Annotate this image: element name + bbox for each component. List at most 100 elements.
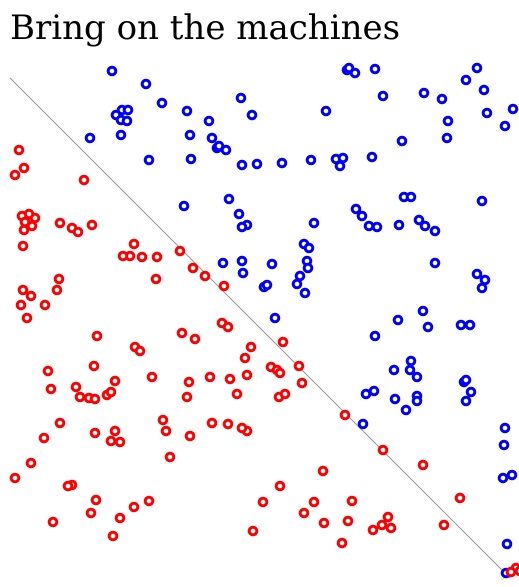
red-point: [26, 220, 38, 232]
blue-point: [392, 314, 404, 326]
blue-point: [460, 374, 472, 386]
red-point: [222, 418, 234, 430]
red-point: [150, 273, 162, 285]
red-point: [257, 496, 269, 508]
blue-point: [350, 203, 362, 215]
blue-point: [417, 305, 429, 317]
blue-point: [217, 257, 229, 269]
blue-point: [106, 65, 118, 77]
red-point: [42, 365, 54, 377]
blue-point: [366, 151, 378, 163]
red-point: [206, 417, 218, 429]
red-point: [134, 345, 146, 357]
blue-point: [478, 84, 490, 96]
red-point: [339, 409, 351, 421]
red-point: [174, 245, 186, 257]
red-point: [105, 386, 117, 398]
red-point: [107, 530, 119, 542]
blue-point: [308, 217, 320, 229]
red-point: [25, 457, 37, 469]
blue-point: [356, 210, 368, 222]
blue-point: [422, 321, 434, 333]
red-point: [438, 519, 450, 531]
red-point: [47, 516, 59, 528]
blue-point: [419, 220, 431, 232]
red-point: [293, 360, 305, 372]
blue-point: [185, 153, 197, 165]
blue-point: [389, 393, 401, 405]
red-point: [146, 371, 158, 383]
red-point: [308, 496, 320, 508]
red-point: [377, 444, 389, 456]
blue-point: [393, 219, 405, 231]
red-point: [54, 217, 66, 229]
red-point: [204, 371, 216, 383]
blue-point: [429, 225, 441, 237]
red-point: [21, 312, 33, 324]
red-point: [241, 369, 253, 381]
red-point: [91, 330, 103, 342]
blue-point: [156, 97, 168, 109]
red-point: [18, 224, 30, 236]
blue-point: [442, 115, 454, 127]
red-point: [53, 273, 65, 285]
blue-point: [233, 208, 245, 220]
blue-point: [115, 129, 127, 141]
red-point: [9, 472, 21, 484]
red-point: [417, 459, 429, 471]
blue-point: [368, 385, 380, 397]
blue-point: [471, 62, 483, 74]
red-point: [317, 465, 329, 477]
red-point: [164, 451, 176, 463]
blue-point: [396, 135, 408, 147]
red-point: [128, 501, 140, 513]
red-point: [279, 388, 291, 400]
blue-point: [203, 115, 215, 127]
red-point: [336, 537, 348, 549]
red-point: [17, 240, 29, 252]
red-point: [199, 270, 211, 282]
red-point: [89, 393, 101, 405]
blue-point: [236, 221, 248, 233]
blue-point: [369, 330, 381, 342]
red-point: [39, 299, 51, 311]
red-point: [70, 381, 82, 393]
red-point: [236, 422, 248, 434]
blue-point: [497, 472, 509, 484]
blue-point: [429, 257, 441, 269]
red-point: [514, 565, 519, 577]
blue-point: [236, 159, 248, 171]
blue-point: [501, 538, 513, 550]
red-point: [62, 480, 74, 492]
red-point: [54, 417, 66, 429]
blue-point: [388, 364, 400, 376]
blue-point: [178, 200, 190, 212]
blue-point: [499, 120, 511, 132]
blue-point: [481, 107, 493, 119]
red-point: [45, 383, 57, 395]
red-point: [114, 436, 126, 448]
blue-point: [363, 220, 375, 232]
blue-point: [476, 195, 488, 207]
red-point: [109, 425, 121, 437]
red-point: [157, 414, 169, 426]
red-point: [88, 360, 100, 372]
red-point: [15, 299, 27, 311]
blue-point: [441, 132, 453, 144]
blue-point: [436, 93, 448, 105]
blue-point: [246, 109, 258, 121]
blue-point: [276, 157, 288, 169]
red-point: [90, 494, 102, 506]
blue-point: [499, 422, 511, 434]
red-point: [128, 238, 140, 250]
blue-point: [337, 152, 349, 164]
blue-point: [369, 63, 381, 75]
red-point: [51, 284, 63, 296]
blue-point: [405, 191, 417, 203]
blue-point: [506, 469, 518, 481]
blue-point: [464, 319, 476, 331]
blue-point: [320, 105, 332, 117]
blue-point: [237, 267, 249, 279]
blue-point: [143, 154, 155, 166]
